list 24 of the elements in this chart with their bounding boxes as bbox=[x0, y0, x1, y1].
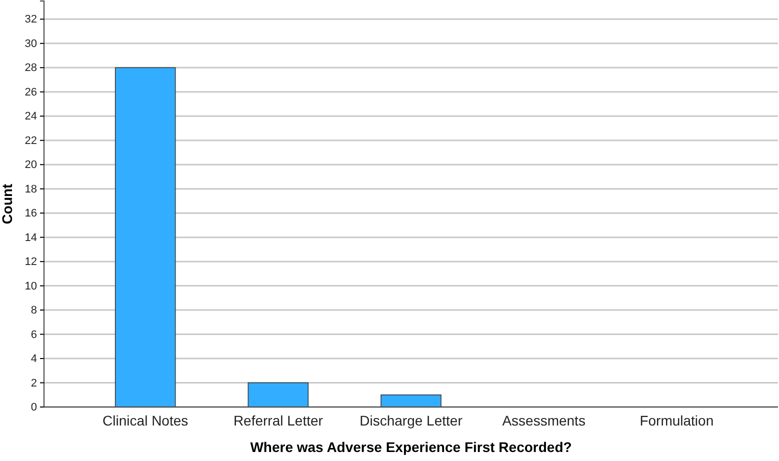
x-tick-label: Referral Letter bbox=[233, 412, 324, 428]
y-tick-label: 26 bbox=[24, 86, 37, 98]
y-tick-label: 8 bbox=[30, 304, 37, 317]
x-tick-label: Clinical Notes bbox=[102, 412, 188, 428]
y-tick-label: 22 bbox=[24, 134, 37, 147]
y-tick-label: 16 bbox=[24, 208, 37, 220]
y-tick-label: 30 bbox=[24, 38, 37, 50]
y-tick-label: 6 bbox=[30, 328, 37, 341]
y-tick-label: 2 bbox=[30, 377, 37, 390]
y-tick-label: 28 bbox=[24, 62, 37, 74]
y-tick-label: 20 bbox=[24, 159, 37, 172]
x-tick-label: Discharge Letter bbox=[360, 412, 463, 428]
y-axis-title: Count bbox=[0, 183, 15, 224]
y-tick-label: 10 bbox=[24, 280, 37, 292]
y-tick-label: 14 bbox=[24, 232, 37, 244]
y-tick-label: 12 bbox=[24, 256, 37, 268]
y-tick-label: 32 bbox=[24, 14, 37, 26]
x-axis-title: Where was Adverse Experience First Recorded? bbox=[250, 439, 572, 455]
y-tick-label: 24 bbox=[24, 110, 37, 123]
x-tick-label: Assessments bbox=[502, 412, 586, 428]
x-tick-label: Formulation bbox=[640, 412, 714, 428]
y-tick-label: 0 bbox=[30, 402, 37, 414]
y-tick-label: 18 bbox=[24, 183, 37, 196]
y-tick-label: 4 bbox=[30, 353, 37, 366]
